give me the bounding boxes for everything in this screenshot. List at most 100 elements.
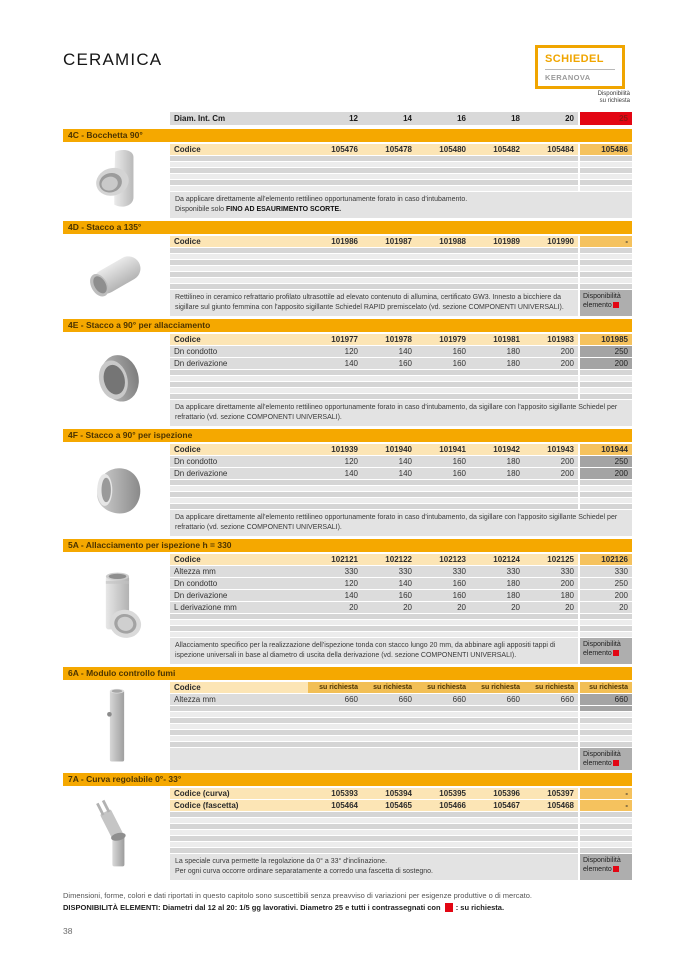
empty-stripe-row bbox=[170, 284, 632, 289]
empty-stripe-row bbox=[170, 842, 632, 847]
stripe-main bbox=[170, 382, 578, 387]
cell-diam-20: 102125 bbox=[524, 554, 578, 565]
cell-diam-18: 180 bbox=[470, 456, 524, 467]
stripe-main bbox=[170, 614, 578, 619]
diameter-col-14: 14 bbox=[362, 112, 416, 125]
empty-stripe-row bbox=[170, 626, 632, 631]
cell-diam-14: 105394 bbox=[362, 788, 416, 799]
table-row-5A: Codice 102121 102122 102123 102124 102125 1021… bbox=[170, 554, 632, 565]
cell-diam-14: 140 bbox=[362, 578, 416, 589]
description-text: Rettilineo in ceramico refrattario profi… bbox=[170, 290, 578, 316]
row-label: Codice bbox=[170, 144, 308, 155]
stripe-last-col bbox=[578, 186, 632, 191]
cell-diam-20: 660 bbox=[524, 694, 578, 705]
description-block: Disponibilità elemento bbox=[170, 748, 632, 770]
stripe-last-col bbox=[578, 730, 632, 735]
empty-stripe-row bbox=[170, 614, 632, 619]
availability-red-square-icon bbox=[444, 902, 453, 912]
cell-diam-14: 101987 bbox=[362, 236, 416, 247]
empty-stripe-row bbox=[170, 818, 632, 823]
stripe-main bbox=[170, 278, 578, 283]
stripe-main bbox=[170, 812, 578, 817]
cell-diam-20: 101943 bbox=[524, 444, 578, 455]
cell-diam-18: 180 bbox=[470, 578, 524, 589]
product-section: 4D - Stacco a 135° Codice 101986 101987 101… bbox=[63, 221, 632, 316]
table-row-5A: Dn derivazione 140 160 160 180 180 200 bbox=[170, 590, 632, 601]
section-title-bar: 6A - Modulo controllo fumi bbox=[63, 667, 632, 680]
cell-diam-12: 20 bbox=[308, 602, 362, 613]
stacco-135-image bbox=[63, 234, 170, 316]
availability-red-square-icon bbox=[612, 650, 619, 656]
stripe-last-col bbox=[578, 836, 632, 841]
bocchetta-90-image bbox=[63, 142, 170, 218]
table-row-4E: Dn condotto 120 140 160 180 200 250 bbox=[170, 346, 632, 357]
cell-diam-12: 140 bbox=[308, 590, 362, 601]
diameter-col-18: 18 bbox=[470, 112, 524, 125]
empty-stripe-row bbox=[170, 504, 632, 509]
description-line: Da applicare direttamente all'elemento r… bbox=[175, 404, 618, 421]
row-label: Codice bbox=[170, 554, 308, 565]
cell-diam-18: 101942 bbox=[470, 444, 524, 455]
empty-stripe-row bbox=[170, 824, 632, 829]
cell-diam-25: 20 bbox=[578, 602, 632, 613]
table-row-4F: Dn condotto 120 140 160 180 200 250 bbox=[170, 456, 632, 467]
empty-stripe-row bbox=[170, 712, 632, 717]
section-body: Codice 105476 105478 105480 105482 105484 1054… bbox=[63, 142, 632, 218]
description-block: Allacciamento specifico per la realizzaz… bbox=[170, 638, 632, 664]
stripe-last-col bbox=[578, 742, 632, 747]
description-text: Da applicare direttamente all'elemento r… bbox=[170, 400, 632, 426]
empty-stripe-row bbox=[170, 174, 632, 179]
cell-diam-18: su richiesta bbox=[470, 682, 524, 693]
stripe-main bbox=[170, 632, 578, 637]
row-label: Dn condotto bbox=[170, 456, 308, 467]
cell-diam-20: 20 bbox=[524, 602, 578, 613]
description-line: Rettilineo in ceramico refrattario profi… bbox=[175, 294, 564, 311]
cell-diam-25: 102126 bbox=[578, 554, 632, 565]
cell-diam-16: 101988 bbox=[416, 236, 470, 247]
empty-stripe-row bbox=[170, 736, 632, 741]
availability-box: Disponibilità elemento bbox=[578, 290, 632, 316]
availability-box-line2: elemento bbox=[583, 865, 629, 874]
description-block: Da applicare direttamente all'elemento r… bbox=[170, 192, 632, 218]
stripe-main bbox=[170, 498, 578, 503]
section-table: Codice 105476 105478 105480 105482 105484 1054… bbox=[170, 142, 632, 218]
cell-diam-14: 160 bbox=[362, 590, 416, 601]
stripe-last-col bbox=[578, 632, 632, 637]
description-text: La speciale curva permette la regolazion… bbox=[170, 854, 578, 880]
empty-stripe-row bbox=[170, 168, 632, 173]
cell-diam-16: su richiesta bbox=[416, 682, 470, 693]
cell-diam-12: 330 bbox=[308, 566, 362, 577]
cell-diam-14: 660 bbox=[362, 694, 416, 705]
cell-diam-16: 101979 bbox=[416, 334, 470, 345]
stripe-last-col bbox=[578, 278, 632, 283]
footer-availability-line: DISPONIBILITÀ ELEMENTI: Diametri dal 12 … bbox=[63, 902, 505, 912]
cell-diam-16: 660 bbox=[416, 694, 470, 705]
cell-diam-14: su richiesta bbox=[362, 682, 416, 693]
cell-diam-25: 200 bbox=[578, 590, 632, 601]
cell-diam-25: 250 bbox=[578, 346, 632, 357]
stripe-last-col bbox=[578, 272, 632, 277]
section-body: Codice (curva) 105393 105394 105395 105396 10… bbox=[63, 786, 632, 880]
empty-stripe-row bbox=[170, 162, 632, 167]
diameter-header-row: Diam. Int. Cm 12 14 16 18 20 25 bbox=[170, 112, 632, 125]
section-table: Codice 101986 101987 101988 101989 101990- Ret… bbox=[170, 234, 632, 316]
product-section: 4E - Stacco a 90° per allacciamento Codi… bbox=[63, 319, 632, 426]
empty-stripe-row bbox=[170, 742, 632, 747]
stripe-last-col bbox=[578, 498, 632, 503]
stripe-last-col bbox=[578, 614, 632, 619]
description-line: Da applicare direttamente all'elemento r… bbox=[175, 514, 618, 531]
empty-stripe-row bbox=[170, 620, 632, 625]
description-text: Allacciamento specifico per la realizzaz… bbox=[170, 638, 578, 664]
section-body: Codice 101939 101940 101941 101942 101943 1019… bbox=[63, 442, 632, 536]
stripe-main bbox=[170, 480, 578, 485]
cell-diam-14: 20 bbox=[362, 602, 416, 613]
cell-diam-12: 101977 bbox=[308, 334, 362, 345]
empty-stripe-row bbox=[170, 260, 632, 265]
row-label: Dn derivazione bbox=[170, 590, 308, 601]
row-label: Codice bbox=[170, 334, 308, 345]
row-label: L derivazione mm bbox=[170, 602, 308, 613]
empty-stripe-row bbox=[170, 186, 632, 191]
empty-stripe-row bbox=[170, 848, 632, 853]
section-title-bar: 4E - Stacco a 90° per allacciamento bbox=[63, 319, 632, 332]
cell-diam-16: 105480 bbox=[416, 144, 470, 155]
